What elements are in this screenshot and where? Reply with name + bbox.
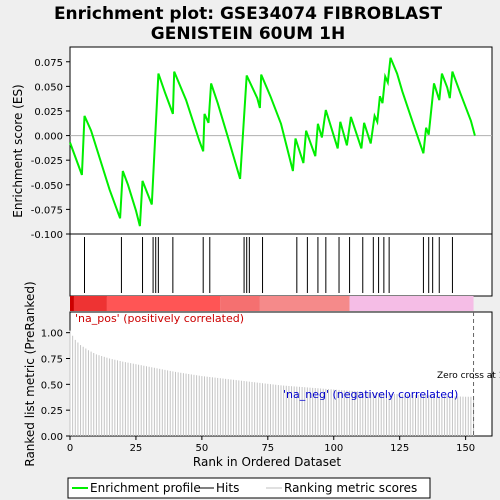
hits-panel: [69, 233, 493, 297]
neg-correlated-label: 'na_neg' (negatively correlated): [283, 388, 458, 401]
es-panel: [69, 46, 493, 235]
pos-correlated-label: 'na_pos' (positively correlated): [75, 312, 244, 325]
rank-xtick-label: 50: [196, 443, 209, 454]
es-ytick-label: -0.075: [31, 205, 63, 216]
rank-ytick-label: 0.25: [41, 406, 63, 417]
chart-title-line2: GENISTEIN 60UM 1H: [151, 24, 345, 44]
legend-label: Enrichment profile: [90, 481, 201, 495]
rank-ytick-label: 1.00: [41, 329, 63, 340]
rank-xtick-label: 75: [261, 443, 274, 454]
rank-xtick-label: 0: [67, 443, 73, 454]
color-bar-segment: [220, 296, 260, 311]
es-ytick-label: 0.000: [34, 132, 63, 143]
rank-xtick-label: 25: [130, 443, 143, 454]
es-ytick-label: -0.100: [31, 230, 63, 241]
color-bar-segment: [349, 296, 474, 311]
es-ytick-label: 0.075: [34, 58, 63, 69]
legend-box: [67, 477, 431, 499]
legend-label: Hits: [216, 481, 239, 495]
color-bar-segment: [73, 296, 107, 311]
enrichment-profile-line: [69, 57, 476, 227]
es-ytick-label: 0.050: [34, 82, 63, 93]
es-ylabel: Enrichment score (ES): [11, 84, 25, 217]
rank-ylabel: Ranked list metric (PreRanked): [23, 281, 37, 466]
rank-xtick-label: 100: [324, 443, 343, 454]
es-ytick-label: 0.025: [34, 107, 63, 118]
rank-xlabel: Rank in Ordered Dataset: [193, 455, 341, 469]
rank-ytick-label: 0.00: [41, 432, 63, 443]
chart-title-line1: Enrichment plot: GSE34074 FIBROBLAST: [54, 4, 443, 24]
es-ytick-label: -0.050: [31, 181, 63, 192]
rank-xtick-label: 150: [456, 443, 475, 454]
rank-ytick-label: 0.50: [41, 380, 63, 391]
es-ytick-label: -0.025: [31, 156, 63, 167]
color-bar-segment: [106, 296, 221, 311]
legend-label: Ranking metric scores: [284, 481, 417, 495]
rank-xtick-label: 125: [390, 443, 409, 454]
zero-cross-label: Zero cross at 153: [437, 371, 500, 381]
color-bar-segment: [259, 296, 350, 311]
rank-ytick-label: 0.75: [41, 355, 63, 366]
color-bar-segment: [70, 296, 74, 311]
